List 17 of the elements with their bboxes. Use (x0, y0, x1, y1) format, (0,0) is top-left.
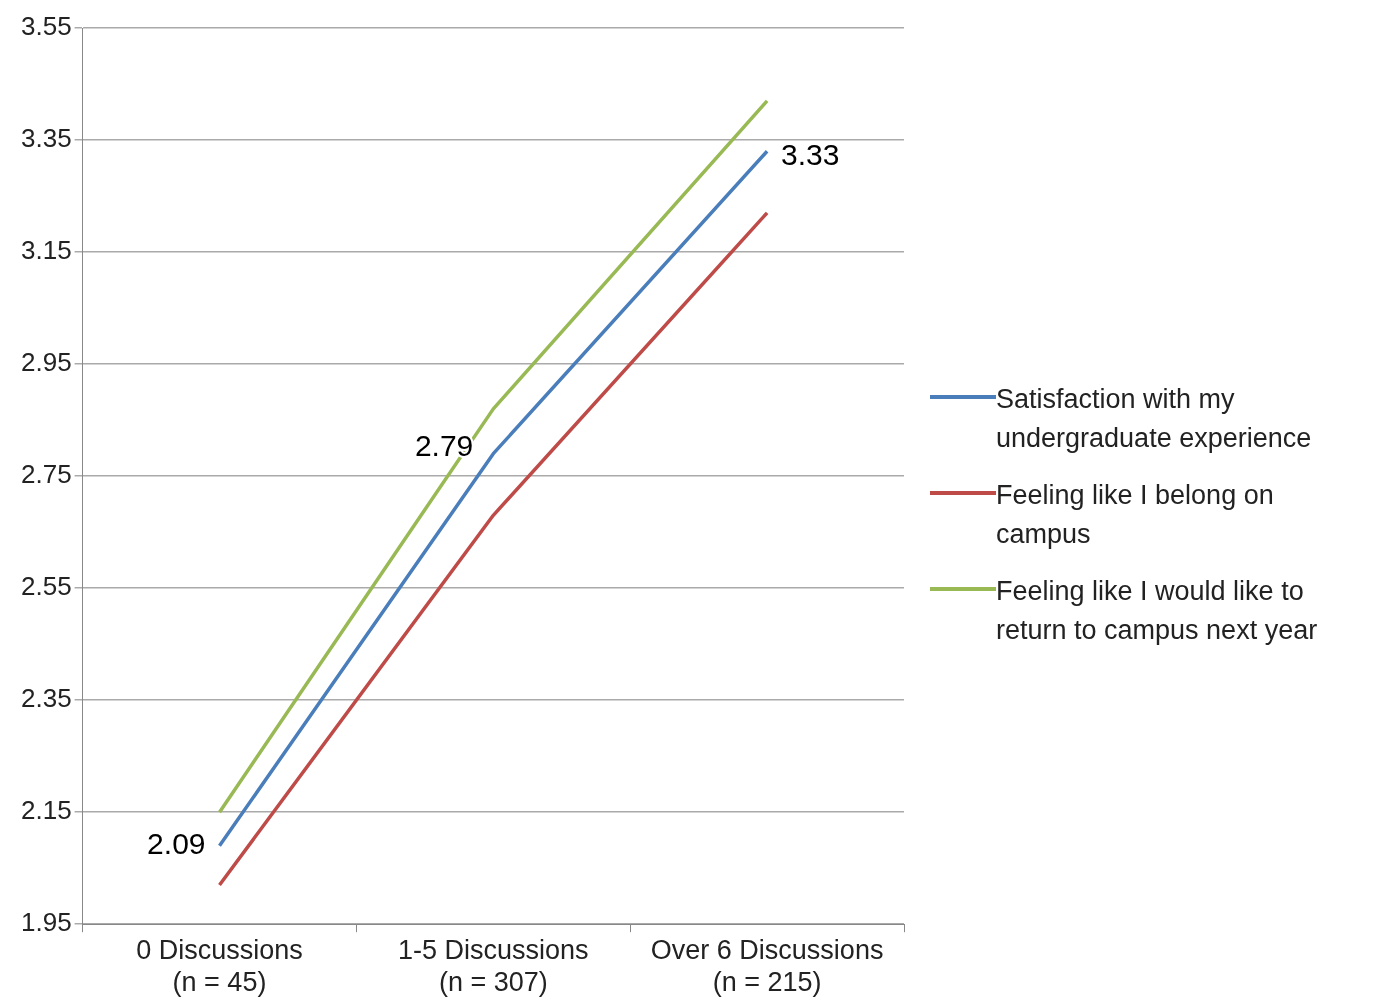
legend-label: Feeling like I belong on campus (996, 479, 1275, 551)
x-tick-label: Over 6 Discussions (n = 215) (650, 934, 884, 998)
y-tick-label: 2.75 (20, 459, 72, 490)
data-label: 3.33 (781, 138, 840, 172)
y-tick-label: 3.35 (20, 123, 72, 154)
legend-label: Feeling like I would like to return to campus next year (996, 575, 1319, 647)
legend-label: Satisfaction with my undergraduate experience (996, 383, 1313, 455)
y-tick-label: 1.95 (20, 907, 72, 938)
x-tick-label: 0 Discussions (n = 45) (136, 934, 303, 998)
y-tick-label: 3.15 (20, 235, 72, 266)
y-tick-label: 2.15 (20, 795, 72, 826)
x-tick-label: 1-5 Discussions (n = 307) (398, 934, 589, 998)
y-tick-label: 2.35 (20, 683, 72, 714)
data-label: 2.09 (147, 827, 206, 861)
y-tick-label: 2.55 (20, 571, 72, 602)
y-tick-label: 3.55 (20, 11, 72, 42)
y-tick-label: 2.95 (20, 347, 72, 378)
